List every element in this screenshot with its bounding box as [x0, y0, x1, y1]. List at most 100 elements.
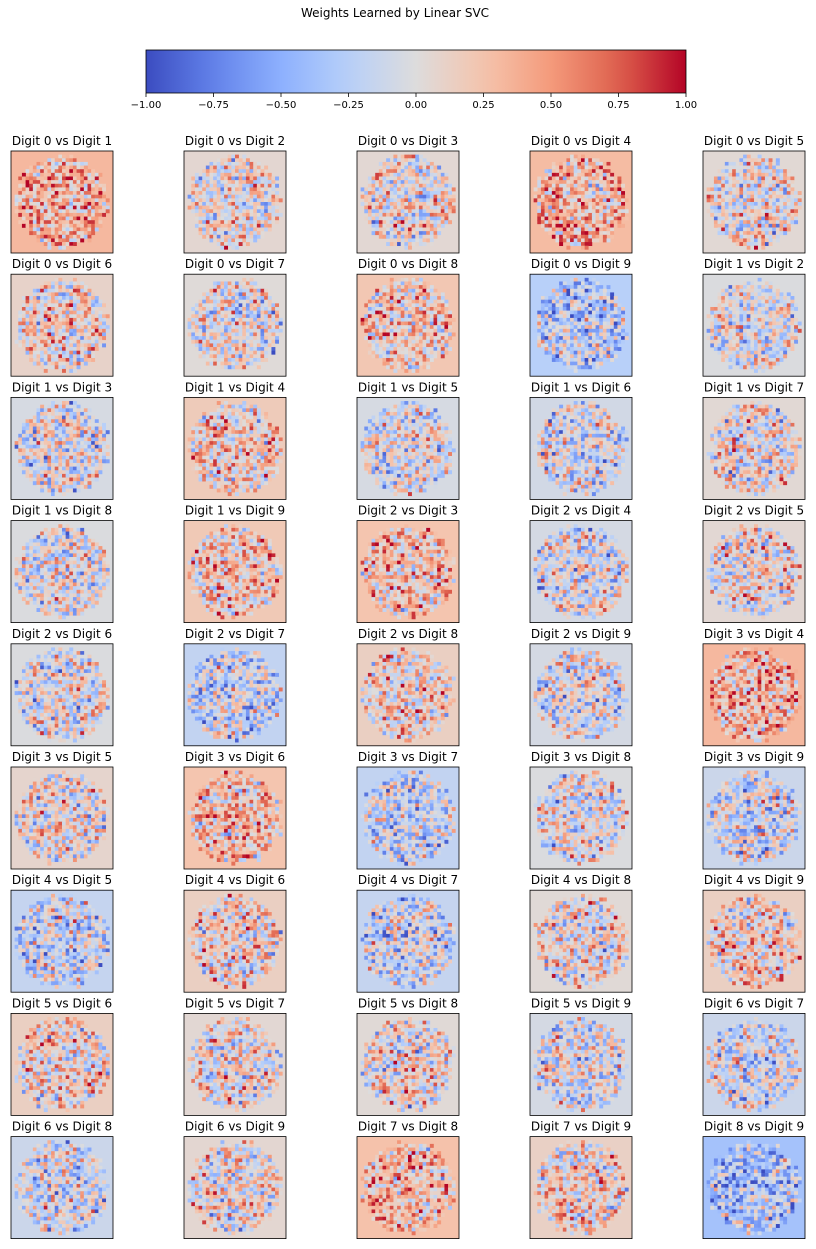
- heatmap-cell: [743, 339, 748, 344]
- heatmap-cell: [94, 310, 99, 315]
- heatmap-cell: [91, 299, 96, 304]
- heatmap-cell: [58, 285, 63, 290]
- heatmap-cell: [754, 336, 758, 341]
- heatmap-cell: [36, 288, 41, 293]
- heatmap-cell: [551, 172, 556, 177]
- heatmap-cell: [418, 154, 423, 159]
- heatmap-cell: [433, 234, 438, 239]
- heatmap-cell: [426, 357, 431, 362]
- heatmap-cell: [213, 231, 218, 236]
- heatmap-cell: [231, 288, 236, 293]
- heatmap-cell: [65, 328, 70, 333]
- heatmap-cell: [710, 336, 715, 341]
- heatmap-cell: [249, 231, 254, 236]
- heatmap-panel: Digit 0 vs Digit 8: [356, 257, 460, 377]
- heatmap-cell: [577, 357, 582, 362]
- heatmap-cell: [404, 314, 409, 319]
- heatmap-cell: [602, 180, 607, 185]
- heatmap-cell: [577, 281, 582, 286]
- heatmap-cell: [54, 314, 59, 319]
- heatmap-cell: [754, 205, 758, 210]
- heatmap-cell: [227, 194, 232, 199]
- heatmap-cell: [757, 336, 762, 341]
- heatmap-cell: [382, 347, 387, 351]
- heatmap-cell: [418, 343, 423, 348]
- heatmap-cell: [76, 231, 81, 236]
- heatmap-cell: [768, 296, 773, 300]
- heatmap-cell: [451, 317, 456, 322]
- heatmap-cell: [264, 292, 269, 297]
- heatmap-cell: [267, 347, 272, 351]
- heatmap-cell: [76, 223, 81, 228]
- heatmap-cell: [750, 161, 755, 166]
- heatmap-cell: [437, 306, 442, 311]
- heatmap-cell: [43, 209, 48, 214]
- heatmap-cell: [559, 227, 564, 232]
- heatmap-cell: [606, 347, 611, 351]
- heatmap-cell: [415, 238, 420, 243]
- heatmap-cell: [422, 292, 427, 297]
- heatmap-cell: [739, 176, 744, 181]
- heatmap-cell: [591, 202, 596, 206]
- heatmap-cell: [444, 176, 449, 181]
- heatmap-cell: [570, 176, 575, 181]
- heatmap-cell: [591, 227, 596, 232]
- heatmap-cell: [14, 202, 19, 206]
- heatmap-cell: [256, 161, 261, 166]
- heatmap-cell: [437, 227, 442, 232]
- heatmap-cell: [62, 357, 66, 362]
- heatmap-cell: [43, 325, 48, 330]
- heatmap-cell: [418, 310, 423, 315]
- heatmap-cell: [47, 303, 52, 308]
- heatmap-cell: [14, 209, 19, 214]
- heatmap-cell: [220, 317, 225, 322]
- heatmap-cell: [418, 191, 423, 196]
- heatmap-cell: [264, 350, 269, 355]
- heatmap-cell: [551, 332, 556, 337]
- heatmap-cell: [775, 220, 780, 225]
- heatmap-cell: [40, 336, 45, 341]
- heatmap-cell: [772, 336, 777, 341]
- heatmap-cell: [448, 209, 453, 214]
- heatmap-cell: [382, 303, 387, 308]
- heatmap-cell: [754, 325, 758, 330]
- heatmap-cell: [581, 234, 585, 239]
- panel-title: Digit 1 vs Digit 2: [704, 257, 804, 271]
- heatmap-cell: [739, 183, 744, 188]
- heatmap-cell: [72, 231, 77, 236]
- heatmap-cell: [584, 180, 589, 185]
- heatmap-cell: [47, 216, 52, 221]
- heatmap-cell: [47, 180, 52, 185]
- heatmap-cell: [98, 187, 103, 192]
- heatmap-cell: [743, 347, 748, 351]
- heatmap-cell: [40, 303, 45, 308]
- heatmap-cell: [562, 169, 567, 174]
- heatmap-cell: [533, 328, 538, 333]
- heatmap-cell: [386, 234, 391, 239]
- heatmap-cell: [433, 328, 438, 333]
- heatmap-cell: [790, 220, 795, 225]
- heatmap-cell: [562, 223, 567, 228]
- heatmap-cell: [242, 303, 247, 308]
- heatmap-cell: [43, 306, 48, 311]
- heatmap-cell: [750, 245, 755, 250]
- heatmap-cell: [429, 209, 434, 214]
- heatmap-cell: [260, 350, 265, 355]
- heatmap-cell: [404, 227, 409, 232]
- heatmap-cell: [47, 325, 52, 330]
- heatmap-cell: [797, 202, 802, 206]
- heatmap-cell: [573, 161, 578, 166]
- heatmap-cell: [732, 161, 737, 166]
- heatmap-cell: [21, 172, 26, 177]
- heatmap-cell: [757, 209, 762, 214]
- heatmap-cell: [267, 227, 272, 232]
- heatmap-cell: [422, 220, 427, 225]
- heatmap-cell: [415, 165, 420, 170]
- heatmap-cell: [610, 303, 615, 308]
- heatmap-cell: [411, 180, 416, 185]
- heatmap-cell: [746, 180, 751, 185]
- heatmap-cell: [83, 191, 88, 196]
- heatmap-cell: [566, 357, 571, 362]
- heatmap-cell: [422, 176, 427, 181]
- heatmap-cell: [444, 198, 449, 203]
